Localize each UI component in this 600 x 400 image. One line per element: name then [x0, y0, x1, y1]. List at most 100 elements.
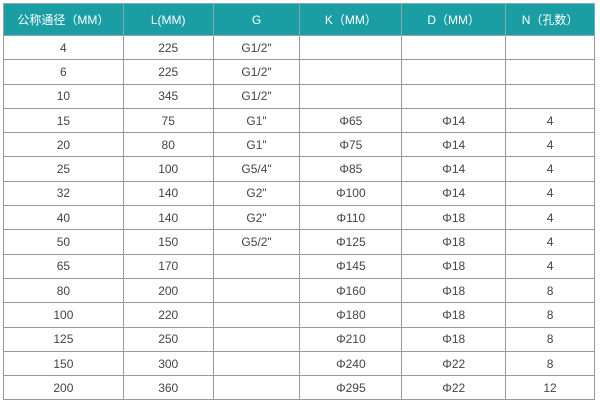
table-cell: Φ22 — [401, 375, 507, 400]
table-cell: 345 — [122, 83, 214, 109]
column-header: K（MM） — [299, 3, 403, 36]
table-cell: 100 — [122, 156, 214, 182]
table-row: 50 150 G5/2" Φ125 Φ18 4 — [3, 229, 595, 255]
table-cell: Φ18 — [401, 277, 507, 304]
table-row: 10 345 G1/2" — [3, 83, 595, 109]
table-row: 65 170 Φ145 Φ18 4 — [3, 253, 595, 279]
table-cell: Φ14 — [401, 132, 507, 158]
table-cell: Φ18 — [401, 302, 507, 328]
table-cell: G1/2" — [212, 34, 301, 61]
table-cell: Φ65 — [299, 107, 403, 134]
table-row: 125 250 Φ210 Φ18 8 — [3, 326, 595, 352]
table-cell — [212, 302, 301, 328]
table-cell — [212, 326, 301, 352]
column-header: D（MM） — [401, 3, 507, 36]
table-cell: 4 — [505, 205, 595, 231]
table-row: 4 225 G1/2" — [3, 34, 595, 61]
table-cell: 75 — [122, 107, 214, 134]
table-cell: 140 — [122, 205, 214, 231]
table-cell: 225 — [122, 59, 214, 85]
table-row: 40 140 G2" Φ110 Φ18 4 — [3, 205, 595, 231]
table-cell: 220 — [122, 302, 214, 328]
table-cell: Φ160 — [299, 277, 403, 304]
table-cell: 25 — [3, 156, 124, 182]
table-cell: 150 — [3, 350, 124, 377]
table-cell: Φ18 — [401, 253, 507, 279]
table-cell: Φ18 — [401, 229, 507, 255]
table-cell: 4 — [505, 107, 595, 134]
column-header: L(MM) — [122, 3, 214, 36]
table-cell: 125 — [3, 326, 124, 352]
table-cell: 4 — [505, 180, 595, 207]
table-cell: 360 — [122, 375, 214, 400]
table-cell — [299, 83, 403, 109]
table-cell — [505, 34, 595, 61]
table-cell: 20 — [3, 132, 124, 158]
table-cell: 4 — [3, 34, 124, 61]
table-cell: Φ18 — [401, 205, 507, 231]
table-cell: 15 — [3, 107, 124, 134]
table-row: 25 100 G5/4" Φ85 Φ14 4 — [3, 156, 595, 182]
table-cell: Φ75 — [299, 132, 403, 158]
table-cell — [401, 83, 507, 109]
table-cell: 200 — [3, 375, 124, 400]
table-cell — [401, 59, 507, 85]
table-cell: 80 — [122, 132, 214, 158]
table-cell: 4 — [505, 156, 595, 182]
header-row: 公称通径（MM） L(MM) G K（MM） D（MM） N（孔数） — [3, 3, 595, 36]
table-cell: Φ18 — [401, 326, 507, 352]
table-cell — [212, 277, 301, 304]
table-cell: G1/2" — [212, 83, 301, 109]
table-cell: Φ14 — [401, 156, 507, 182]
table-cell — [299, 34, 403, 61]
table-cell: 4 — [505, 229, 595, 255]
table-cell: Φ110 — [299, 205, 403, 231]
table-cell: 140 — [122, 180, 214, 207]
table-cell: 40 — [3, 205, 124, 231]
table-cell: 300 — [122, 350, 214, 377]
table-cell: 4 — [505, 253, 595, 279]
table-cell: Φ145 — [299, 253, 403, 279]
table-row: 20 80 G1" Φ75 Φ14 4 — [3, 132, 595, 158]
table-cell: 50 — [3, 229, 124, 255]
table-cell: 8 — [505, 277, 595, 304]
column-header: N（孔数） — [505, 3, 595, 36]
table-cell: 250 — [122, 326, 214, 352]
table-cell: Φ100 — [299, 180, 403, 207]
column-header: 公称通径（MM） — [3, 3, 124, 36]
table-cell: 10 — [3, 83, 124, 109]
table-cell: 200 — [122, 277, 214, 304]
table-cell: 8 — [505, 326, 595, 352]
table-row: 6 225 G1/2" — [3, 59, 595, 85]
table-cell: 8 — [505, 302, 595, 328]
table-cell: G2" — [212, 180, 301, 207]
table-cell: 6 — [3, 59, 124, 85]
table-cell — [212, 253, 301, 279]
table-cell: 170 — [122, 253, 214, 279]
column-header: G — [212, 3, 301, 36]
table-cell: Φ14 — [401, 107, 507, 134]
table-cell — [212, 375, 301, 400]
table-cell: Φ295 — [299, 375, 403, 400]
table-cell: 65 — [3, 253, 124, 279]
table-row: 100 220 Φ180 Φ18 8 — [3, 302, 595, 328]
table-cell: Φ125 — [299, 229, 403, 255]
table-cell: 150 — [122, 229, 214, 255]
table-cell: Φ180 — [299, 302, 403, 328]
dimensions-table: 公称通径（MM） L(MM) G K（MM） D（MM） N（孔数） 4 225 G1/2" 6… — [3, 3, 595, 400]
table-cell: 225 — [122, 34, 214, 61]
table-cell: G2" — [212, 205, 301, 231]
table-cell: 12 — [505, 375, 595, 400]
table-cell — [299, 59, 403, 85]
table-cell: G5/2" — [212, 229, 301, 255]
table-cell: Φ240 — [299, 350, 403, 377]
table-cell: Φ22 — [401, 350, 507, 377]
table-cell: 32 — [3, 180, 124, 207]
table-cell: Φ14 — [401, 180, 507, 207]
table-cell: Φ210 — [299, 326, 403, 352]
table-cell: G1" — [212, 107, 301, 134]
table-cell — [505, 83, 595, 109]
table-cell — [505, 59, 595, 85]
table-row: 32 140 G2" Φ100 Φ14 4 — [3, 180, 595, 207]
table-cell: Φ85 — [299, 156, 403, 182]
